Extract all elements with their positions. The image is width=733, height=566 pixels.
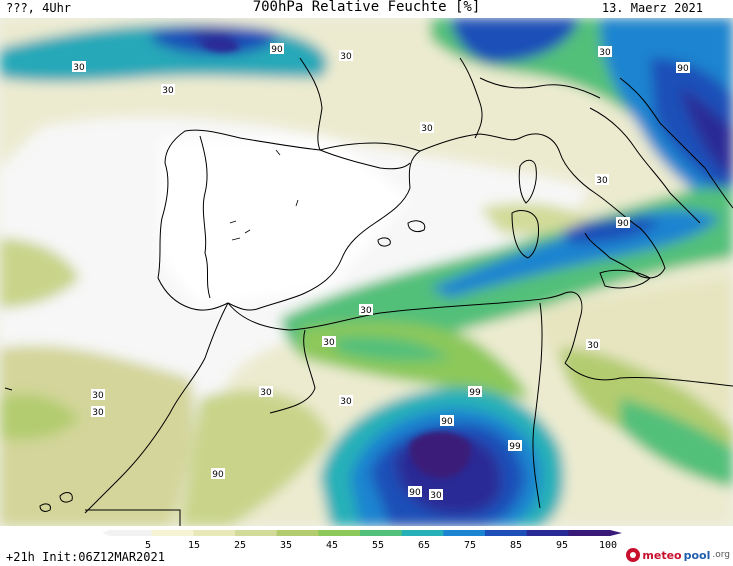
contour-label: 30 [161, 84, 175, 96]
legend-swatch [276, 530, 319, 536]
brand-org: .org [712, 550, 730, 560]
humidity-detail [200, 38, 471, 478]
contour-label: 30 [429, 489, 443, 501]
brand-pool: pool [683, 548, 711, 562]
legend-arrow-high [610, 530, 622, 536]
contour-label: 90 [408, 486, 422, 498]
contour-label: 30 [359, 304, 373, 316]
contour-label: 30 [259, 386, 273, 398]
contour-label: 99 [508, 440, 522, 452]
contour-label-text: 90 [677, 64, 689, 74]
contour-label-text: 30 [323, 338, 335, 348]
legend-tick-label: 65 [418, 540, 430, 550]
legend-tick-label: 100 [599, 540, 617, 550]
contour-label: 30 [91, 389, 105, 401]
inland-water [229, 149, 299, 241]
legend-tick-label: 15 [188, 540, 200, 550]
contour-label-text: 90 [441, 417, 453, 427]
contour-label: 30 [339, 395, 353, 407]
legend-arrow-low [102, 530, 110, 536]
contour-label: 30 [586, 339, 600, 351]
contour-label-text: 30 [92, 391, 104, 401]
contour-label-text: 30 [73, 63, 85, 73]
contour-label: 30 [72, 61, 86, 73]
legend-swatch [110, 530, 153, 536]
legend-tick-label: 35 [280, 540, 292, 550]
brand-meteo: meteo [642, 548, 682, 562]
contour-label-text: 30 [92, 408, 104, 418]
contour-label-text: 90 [409, 488, 421, 498]
contour-label-text: 30 [599, 48, 611, 58]
contour-label-text: 30 [360, 306, 372, 316]
footer-bar: 5 15 25 35 45 55 65 75 85 95 100 +21h Init:06Z12MA… [0, 526, 733, 566]
contour-label: 30 [91, 406, 105, 418]
humidity-field [0, 18, 733, 526]
run-info-label: +21h Init:06Z12MAR2021 [6, 550, 165, 564]
contour-label: 30 [322, 336, 336, 348]
legend-tick-label: 75 [464, 540, 476, 550]
contour-label-text: 30 [587, 341, 599, 351]
contour-label: 30 [339, 50, 353, 62]
legend-swatch [151, 530, 194, 536]
coastlines [4, 57, 733, 526]
legend-tick-label: 55 [372, 540, 384, 550]
contour-label-text: 30 [340, 52, 352, 62]
legend-swatch [443, 530, 486, 536]
location-time-label: ???, 4Uhr [6, 1, 72, 15]
legend-swatch [401, 530, 444, 536]
legend-tick-label: 5 [145, 540, 151, 550]
legend-tick-label: 85 [510, 540, 522, 550]
weather-map[interactable]: 90 30 30 30 30 30 90 30 90 30 30 30 30 30 30 90 99 90 99 90… [0, 18, 733, 526]
legend-tick-label: 25 [234, 540, 246, 550]
contour-label: 99 [468, 386, 482, 398]
contour-label-text: 99 [469, 388, 481, 398]
contour-label-text: 30 [162, 86, 174, 96]
legend-tick-label: 45 [326, 540, 338, 550]
contour-label-text: 90 [212, 470, 224, 480]
date-label: 13. Maerz 2021 [601, 1, 703, 15]
contour-label: 90 [440, 415, 454, 427]
header-bar: ???, 4Uhr 700hPa Relative Feuchte [%] 13… [0, 0, 733, 18]
contour-label-text: 30 [596, 176, 608, 186]
humidity-map-svg: 90 30 30 30 30 30 90 30 90 30 30 30 30 30 30 90 99 90 99 90… [0, 18, 733, 526]
contour-labels: 90 30 30 30 30 30 90 30 90 30 30 30 30 30 30 90 99 90 99 90… [72, 43, 690, 501]
contour-label-text: 30 [260, 388, 272, 398]
meteopool-logo[interactable]: meteo pool .org [626, 548, 730, 562]
legend-swatch [235, 530, 278, 536]
contour-label: 30 [420, 122, 434, 134]
contour-label-text: 30 [340, 397, 352, 407]
contour-label: 90 [676, 62, 690, 74]
contour-label-text: 30 [421, 124, 433, 134]
meteopool-logo-icon [626, 548, 641, 562]
contour-label: 90 [211, 468, 225, 480]
color-legend: 5 15 25 35 45 55 65 75 85 95 100 [102, 530, 622, 550]
legend-tick-label: 95 [556, 540, 568, 550]
legend-swatch [526, 530, 569, 536]
legend-swatch [193, 530, 236, 536]
map-title: 700hPa Relative Feuchte [%] [252, 0, 481, 15]
legend-swatch [318, 530, 361, 536]
contour-label: 90 [270, 43, 284, 55]
contour-label-text: 30 [430, 491, 442, 501]
contour-label: 30 [598, 46, 612, 58]
legend-swatch [485, 530, 528, 536]
contour-label-text: 90 [617, 219, 629, 229]
contour-label: 90 [616, 217, 630, 229]
legend-swatch [360, 530, 403, 536]
contour-label-text: 99 [509, 442, 521, 452]
contour-label: 30 [595, 174, 609, 186]
contour-label-text: 90 [271, 45, 283, 55]
legend-swatch [568, 530, 611, 536]
